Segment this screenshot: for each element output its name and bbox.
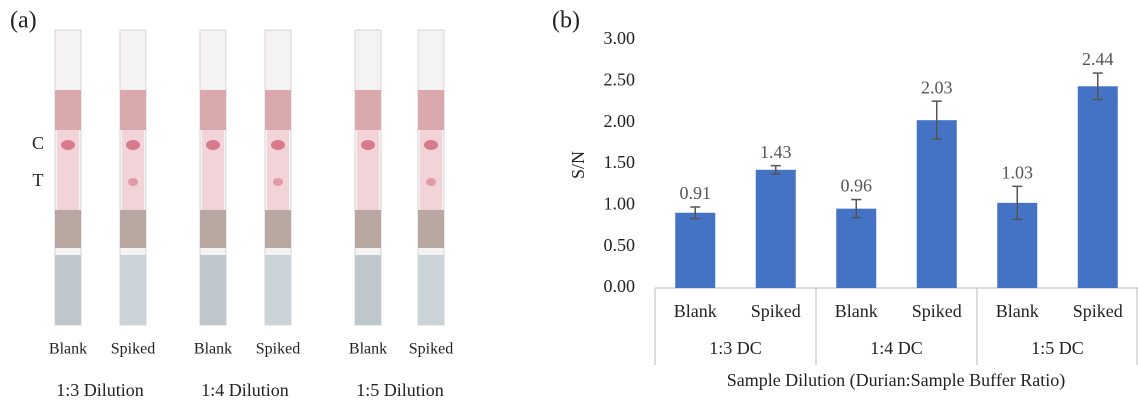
- absorbent-pad: [120, 210, 146, 248]
- strip-label: Blank: [349, 341, 387, 358]
- test-line: [128, 178, 138, 186]
- bar: [916, 120, 957, 288]
- absorbent-pad: [200, 210, 226, 248]
- sample-pad: [200, 90, 226, 130]
- x-axis-title: Sample Dilution (Durian:Sample Buffer Ra…: [727, 370, 1066, 391]
- y-tick-label: 2.00: [604, 111, 636, 131]
- data-label: 1.43: [760, 142, 792, 162]
- panel-label: (a): [10, 8, 37, 34]
- control-line: [206, 140, 220, 150]
- bar: [1077, 86, 1118, 288]
- absorbent-pad: [355, 210, 381, 248]
- bar: [675, 212, 716, 288]
- error-bar: [931, 100, 942, 140]
- data-label: 2.44: [1082, 49, 1114, 69]
- error-bar: [770, 164, 781, 175]
- error-bar: [690, 206, 701, 220]
- backing: [418, 255, 444, 325]
- group-label: 1:5 DC: [1031, 338, 1084, 358]
- backing: [200, 255, 226, 325]
- membrane: [420, 130, 442, 210]
- bar: [836, 208, 877, 288]
- line-label: T: [33, 170, 44, 190]
- sample-pad: [120, 90, 146, 130]
- line-label: C: [32, 133, 44, 153]
- absorbent-pad: [418, 210, 444, 248]
- backing: [55, 255, 81, 325]
- backing: [355, 255, 381, 325]
- dilution-label: 1:5 Dilution: [356, 380, 444, 400]
- data-label: 0.96: [841, 176, 873, 196]
- error-bar: [1012, 185, 1023, 221]
- membrane: [267, 130, 289, 210]
- x-tick-label: Blank: [674, 301, 717, 321]
- x-tick-label: Spiked: [1073, 301, 1123, 321]
- strip-photo: [54, 29, 445, 326]
- sample-pad: [418, 90, 444, 130]
- x-tick-label: Blank: [835, 301, 878, 321]
- strip-label: Spiked: [256, 341, 300, 358]
- backing: [265, 255, 291, 325]
- control-line: [271, 140, 285, 150]
- y-tick-label: 3.00: [604, 28, 636, 48]
- membrane: [357, 130, 379, 210]
- backing: [120, 255, 146, 325]
- x-tick-label: Blank: [996, 301, 1039, 321]
- absorbent-pad: [55, 210, 81, 248]
- y-tick-label: 0.50: [604, 235, 636, 255]
- dilution-label: 1:3 Dilution: [56, 380, 144, 400]
- control-line: [424, 140, 438, 150]
- membrane: [57, 130, 79, 210]
- membrane: [122, 130, 144, 210]
- sample-pad: [55, 90, 81, 130]
- strip-label: Spiked: [111, 341, 155, 358]
- strip-label: Spiked: [409, 341, 453, 358]
- error-bar: [851, 198, 862, 219]
- y-axis-title: S/N: [568, 151, 588, 179]
- data-label: 1.03: [1002, 162, 1034, 182]
- test-line: [273, 178, 283, 186]
- sample-pad: [355, 90, 381, 130]
- panel-label: (b): [552, 8, 580, 34]
- y-tick-label: 2.50: [604, 69, 636, 89]
- sample-pad: [265, 90, 291, 130]
- y-tick-label: 1.50: [604, 152, 636, 172]
- data-label: 0.91: [680, 183, 712, 203]
- control-line: [61, 140, 75, 150]
- absorbent-pad: [265, 210, 291, 248]
- dilution-label: 1:4 Dilution: [201, 380, 289, 400]
- strip-label: Blank: [49, 341, 87, 358]
- test-line: [426, 178, 436, 186]
- strip-label: Blank: [194, 341, 232, 358]
- control-line: [361, 140, 375, 150]
- y-tick-label: 0.00: [604, 276, 636, 296]
- data-label: 2.03: [921, 77, 953, 97]
- group-label: 1:3 DC: [709, 338, 762, 358]
- y-tick-label: 1.00: [604, 193, 636, 213]
- group-label: 1:4 DC: [870, 338, 923, 358]
- membrane: [202, 130, 224, 210]
- bar: [755, 169, 796, 288]
- error-bar: [1092, 72, 1103, 101]
- x-tick-label: Spiked: [751, 301, 801, 321]
- x-tick-label: Spiked: [912, 301, 962, 321]
- control-line: [126, 140, 140, 150]
